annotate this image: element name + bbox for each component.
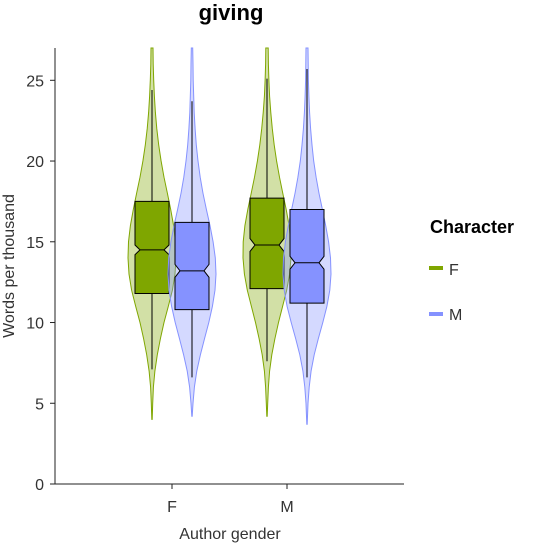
y-tick-label: 25 (26, 73, 44, 90)
x-axis-label: Author gender (179, 526, 281, 543)
y-tick-label: 15 (26, 235, 44, 252)
x-tick-label: F (167, 499, 177, 516)
legend-label-m: M (449, 307, 462, 324)
notched-box (249, 197, 285, 290)
group-m-f (242, 47, 292, 417)
notched-box (289, 208, 325, 304)
y-axis-label: Words per thousand (1, 194, 18, 338)
notched-box (134, 200, 170, 294)
y-tick-label: 20 (26, 154, 44, 171)
group-m-m (282, 47, 332, 425)
legend-swatch-f (429, 266, 443, 270)
legend-label-f: F (449, 262, 459, 279)
y-axis-ticks: 0 5 10 15 20 25 (26, 73, 55, 494)
plot-area (127, 47, 332, 425)
y-tick-label: 10 (26, 316, 44, 333)
y-tick-label: 5 (35, 396, 44, 413)
legend: Character F M (429, 217, 514, 324)
group-f-f (127, 47, 177, 420)
legend-swatch-m (429, 312, 443, 316)
chart-title: giving (199, 0, 264, 25)
x-tick-label: M (280, 499, 293, 516)
legend-title: Character (430, 217, 514, 237)
notched-box (174, 221, 210, 311)
y-tick-label: 0 (35, 477, 44, 494)
group-f-m (167, 47, 217, 417)
